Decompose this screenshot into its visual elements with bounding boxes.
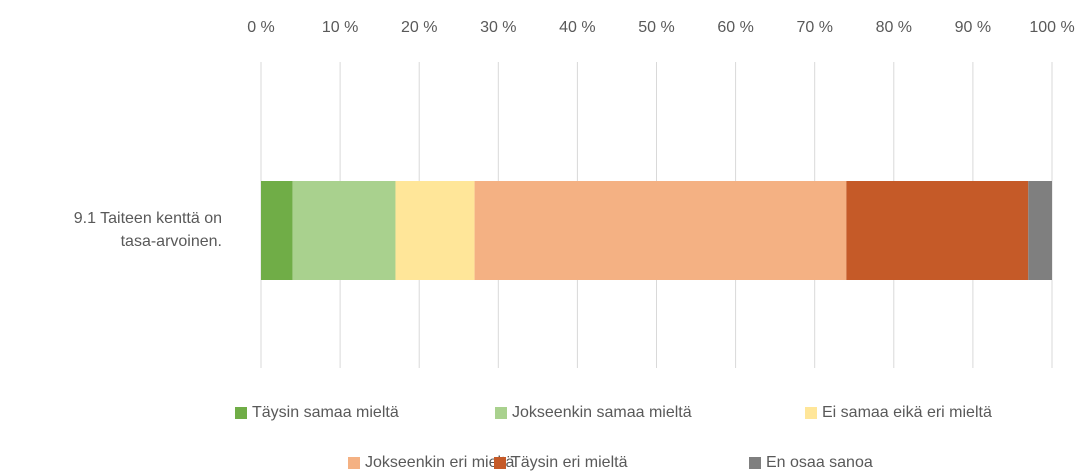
x-tick-label: 70 % (796, 19, 832, 36)
x-tick-label: 20 % (401, 19, 437, 36)
legend-label: En osaa sanoa (766, 454, 873, 471)
x-tick-label: 0 % (247, 19, 275, 36)
legend-swatch (805, 407, 817, 419)
x-tick-label: 10 % (322, 19, 358, 36)
legend-swatch (495, 407, 507, 419)
x-tick-label: 80 % (876, 19, 912, 36)
legend-label: Täysin samaa mieltä (252, 404, 399, 421)
category-label: 9.1 Taiteen kenttä on tasa-arvoinen. (73, 210, 222, 250)
legend-label: Täysin eri mieltä (511, 454, 628, 471)
x-tick-label: 90 % (955, 19, 991, 36)
legend-swatch (348, 457, 360, 469)
bar-segment (846, 181, 1029, 280)
bar-segment (261, 181, 293, 280)
legend-swatch (749, 457, 761, 469)
legend-label: Jokseenkin samaa mieltä (512, 404, 692, 421)
legend-swatch (494, 457, 506, 469)
x-tick-label: 60 % (717, 19, 753, 36)
legend-swatch (235, 407, 247, 419)
x-tick-label: 100 % (1029, 19, 1074, 36)
x-tick-label: 40 % (559, 19, 595, 36)
bar-segment (1028, 181, 1052, 280)
bar-segment (395, 181, 475, 280)
legend-label: Ei samaa eikä eri mieltä (822, 404, 992, 421)
bar-segment (474, 181, 847, 280)
bar-segment (292, 181, 396, 280)
x-tick-label: 50 % (638, 19, 674, 36)
x-tick-label: 30 % (480, 19, 516, 36)
legend-label: Jokseenkin eri mieltä (365, 454, 515, 471)
